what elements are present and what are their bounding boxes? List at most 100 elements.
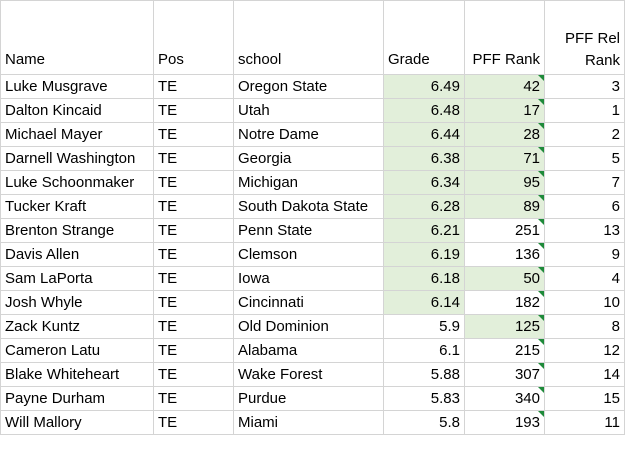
- cell-name[interactable]: Payne Durham: [0, 386, 154, 411]
- cell-grade[interactable]: 5.9: [383, 314, 465, 339]
- cell-name[interactable]: Luke Schoonmaker: [0, 170, 154, 195]
- cell-pff-rank[interactable]: 182: [464, 290, 545, 315]
- cell-pff-rel-rank[interactable]: 5: [544, 146, 625, 171]
- cell-pos[interactable]: TE: [153, 290, 234, 315]
- cell-pff-rank[interactable]: 193: [464, 410, 545, 435]
- cell-pos[interactable]: TE: [153, 218, 234, 243]
- cell-grade[interactable]: 6.19: [383, 242, 465, 267]
- cell-pff-rel-rank[interactable]: 10: [544, 290, 625, 315]
- cell-school[interactable]: South Dakota State: [233, 194, 384, 219]
- cell-pff-rel-rank[interactable]: 11: [544, 410, 625, 435]
- cell-school[interactable]: Wake Forest: [233, 362, 384, 387]
- cell-grade[interactable]: 6.49: [383, 74, 465, 99]
- cell-pff-rank[interactable]: 50: [464, 266, 545, 291]
- table-row: Zack Kuntz TE Old Dominion 5.9 125 8: [0, 314, 625, 339]
- cell-school[interactable]: Miami: [233, 410, 384, 435]
- cell-pos[interactable]: TE: [153, 338, 234, 363]
- cell-pff-rel-rank[interactable]: 1: [544, 98, 625, 123]
- cell-pos[interactable]: TE: [153, 98, 234, 123]
- cell-pos[interactable]: TE: [153, 170, 234, 195]
- cell-grade[interactable]: 5.88: [383, 362, 465, 387]
- cell-pos[interactable]: TE: [153, 146, 234, 171]
- cell-grade[interactable]: 6.44: [383, 122, 465, 147]
- cell-pff-rel-rank[interactable]: 14: [544, 362, 625, 387]
- cell-name[interactable]: Darnell Washington: [0, 146, 154, 171]
- cell-grade[interactable]: 6.1: [383, 338, 465, 363]
- cell-pos[interactable]: TE: [153, 74, 234, 99]
- cell-pff-rank[interactable]: 17: [464, 98, 545, 123]
- cell-grade[interactable]: 6.18: [383, 266, 465, 291]
- header-name[interactable]: Name: [0, 0, 154, 75]
- cell-name[interactable]: Blake Whiteheart: [0, 362, 154, 387]
- cell-school[interactable]: Old Dominion: [233, 314, 384, 339]
- cell-name[interactable]: Will Mallory: [0, 410, 154, 435]
- cell-pff-rel-rank[interactable]: 8: [544, 314, 625, 339]
- cell-pos[interactable]: TE: [153, 386, 234, 411]
- cell-pff-rank[interactable]: 215: [464, 338, 545, 363]
- cell-pos[interactable]: TE: [153, 194, 234, 219]
- cell-school[interactable]: Clemson: [233, 242, 384, 267]
- cell-pff-rel-rank[interactable]: 12: [544, 338, 625, 363]
- cell-pos[interactable]: TE: [153, 362, 234, 387]
- cell-name[interactable]: Sam LaPorta: [0, 266, 154, 291]
- cell-name[interactable]: Cameron Latu: [0, 338, 154, 363]
- table-row: Will Mallory TE Miami 5.8 193 11: [0, 410, 625, 435]
- cell-school[interactable]: Michigan: [233, 170, 384, 195]
- cell-name[interactable]: Josh Whyle: [0, 290, 154, 315]
- cell-pff-rel-rank[interactable]: 2: [544, 122, 625, 147]
- cell-school[interactable]: Utah: [233, 98, 384, 123]
- cell-school[interactable]: Georgia: [233, 146, 384, 171]
- cell-pff-rank[interactable]: 307: [464, 362, 545, 387]
- cell-name[interactable]: Davis Allen: [0, 242, 154, 267]
- cell-pff-rel-rank[interactable]: 9: [544, 242, 625, 267]
- cell-pff-rank[interactable]: 125: [464, 314, 545, 339]
- cell-pff-rel-rank[interactable]: 7: [544, 170, 625, 195]
- cell-grade[interactable]: 5.83: [383, 386, 465, 411]
- cell-pos[interactable]: TE: [153, 410, 234, 435]
- cell-pos[interactable]: TE: [153, 242, 234, 267]
- cell-school[interactable]: Iowa: [233, 266, 384, 291]
- cell-name[interactable]: Brenton Strange: [0, 218, 154, 243]
- cell-pff-rank[interactable]: 136: [464, 242, 545, 267]
- cell-school[interactable]: Penn State: [233, 218, 384, 243]
- cell-pff-rel-rank[interactable]: 3: [544, 74, 625, 99]
- cell-pff-rank[interactable]: 251: [464, 218, 545, 243]
- cell-pos[interactable]: TE: [153, 266, 234, 291]
- cell-pff-rel-rank[interactable]: 13: [544, 218, 625, 243]
- cell-pff-rank[interactable]: 89: [464, 194, 545, 219]
- cell-pff-rank[interactable]: 28: [464, 122, 545, 147]
- cell-name[interactable]: Luke Musgrave: [0, 74, 154, 99]
- cell-pff-rank[interactable]: 42: [464, 74, 545, 99]
- cell-grade[interactable]: 6.14: [383, 290, 465, 315]
- header-pff-rank[interactable]: PFF Rank: [464, 0, 545, 75]
- cell-school[interactable]: Cincinnati: [233, 290, 384, 315]
- cell-grade[interactable]: 6.21: [383, 218, 465, 243]
- cell-name[interactable]: Zack Kuntz: [0, 314, 154, 339]
- cell-grade[interactable]: 6.34: [383, 170, 465, 195]
- cell-school[interactable]: Alabama: [233, 338, 384, 363]
- cell-name[interactable]: Michael Mayer: [0, 122, 154, 147]
- header-pff-rel-rank[interactable]: PFF Rel Rank: [544, 0, 625, 75]
- table-row: Blake Whiteheart TE Wake Forest 5.88 307 14: [0, 362, 625, 387]
- cell-grade[interactable]: 6.38: [383, 146, 465, 171]
- header-grade[interactable]: Grade: [383, 0, 465, 75]
- cell-name[interactable]: Tucker Kraft: [0, 194, 154, 219]
- cell-pff-rel-rank[interactable]: 4: [544, 266, 625, 291]
- cell-pos[interactable]: TE: [153, 314, 234, 339]
- cell-pff-rel-rank[interactable]: 15: [544, 386, 625, 411]
- cell-school[interactable]: Oregon State: [233, 74, 384, 99]
- header-pff-rel-rank-line2: Rank: [584, 52, 620, 69]
- cell-pff-rank[interactable]: 95: [464, 170, 545, 195]
- cell-school[interactable]: Notre Dame: [233, 122, 384, 147]
- cell-school[interactable]: Purdue: [233, 386, 384, 411]
- cell-name[interactable]: Dalton Kincaid: [0, 98, 154, 123]
- cell-pos[interactable]: TE: [153, 122, 234, 147]
- cell-pff-rank[interactable]: 340: [464, 386, 545, 411]
- cell-pff-rank[interactable]: 71: [464, 146, 545, 171]
- cell-grade[interactable]: 5.8: [383, 410, 465, 435]
- cell-grade[interactable]: 6.28: [383, 194, 465, 219]
- header-school[interactable]: school: [233, 0, 384, 75]
- cell-pff-rel-rank[interactable]: 6: [544, 194, 625, 219]
- header-pos[interactable]: Pos: [153, 0, 234, 75]
- cell-grade[interactable]: 6.48: [383, 98, 465, 123]
